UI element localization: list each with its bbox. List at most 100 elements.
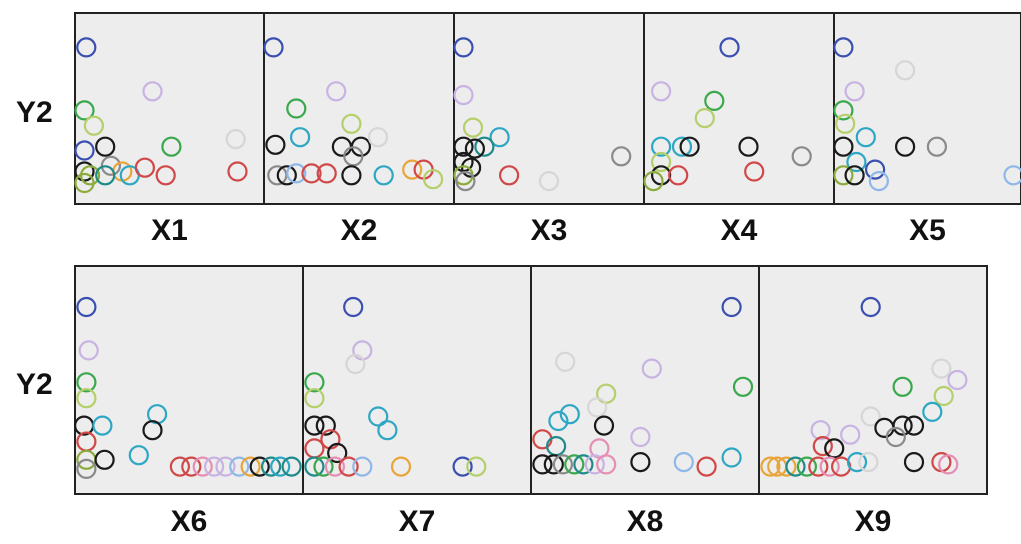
point-x1-15	[155, 165, 176, 186]
point-x6-12	[76, 458, 97, 479]
point-x7-7	[304, 415, 325, 436]
point-x8-7	[559, 404, 580, 425]
point-x8-6	[548, 410, 569, 432]
point-x7-3	[304, 372, 325, 393]
point-x9-10	[810, 420, 831, 441]
point-x2-15	[341, 165, 362, 186]
point-x9-6	[860, 406, 881, 427]
point-x2-12	[286, 163, 307, 184]
x-axis-label-x1: X1	[151, 214, 188, 247]
point-x3-11	[499, 165, 520, 186]
panel-x5	[833, 12, 1021, 205]
point-x5-7	[894, 136, 916, 157]
point-x5-3	[833, 100, 854, 121]
point-x7-17	[390, 456, 412, 477]
point-x8-2	[641, 358, 662, 379]
point-x7-15	[338, 456, 359, 477]
point-x4-11	[668, 165, 689, 186]
point-x5-1	[894, 60, 916, 81]
point-x7-18	[452, 456, 473, 477]
point-x2-9	[343, 146, 364, 167]
x-axis-label-x5: X5	[909, 214, 946, 247]
point-x8-18	[584, 454, 605, 475]
point-x4-2	[704, 90, 725, 112]
point-x7-13	[313, 456, 334, 477]
point-x8-4	[596, 383, 617, 404]
point-x3-5	[453, 136, 474, 157]
point-x3-1	[453, 84, 474, 106]
point-x6-13	[169, 456, 190, 477]
point-x1-17	[74, 172, 95, 194]
point-x5-6	[833, 136, 854, 157]
point-x1-7	[161, 136, 182, 157]
point-x2-17	[402, 159, 423, 180]
point-x9-11	[840, 424, 861, 445]
point-x6-5	[92, 415, 113, 436]
point-x1-1	[142, 81, 163, 102]
point-x2-3	[286, 98, 307, 119]
point-x9-3	[892, 376, 913, 397]
point-x1-6	[95, 136, 116, 157]
panel-x4	[643, 12, 835, 205]
panel-x6	[74, 265, 304, 495]
point-x1-10	[74, 161, 95, 182]
x-axis-label-x6: X6	[170, 505, 208, 538]
point-x2-11	[276, 165, 297, 186]
point-x6-14	[181, 456, 202, 477]
point-x6-23	[281, 456, 302, 477]
x-axis-label-x3: X3	[530, 214, 568, 247]
point-x1-12	[95, 165, 116, 186]
point-x6-2	[76, 372, 97, 393]
point-x8-21	[673, 452, 694, 473]
point-x1-2	[225, 129, 246, 150]
point-x6-15	[192, 456, 213, 477]
point-x6-9	[128, 445, 149, 466]
point-x5-4	[835, 113, 856, 134]
x-axis-label-x4: X4	[720, 214, 758, 247]
point-x2-1	[326, 81, 347, 102]
point-x9-19	[796, 456, 818, 477]
point-x7-2	[345, 353, 366, 375]
point-x9-2	[947, 369, 968, 391]
point-x5-8	[926, 136, 948, 157]
point-x7-5	[368, 406, 389, 427]
point-x8-17	[573, 454, 594, 475]
point-x5-14	[1003, 165, 1021, 186]
point-x1-3	[74, 100, 95, 121]
x-axis-label-x9: X9	[854, 505, 892, 538]
point-x9-17	[776, 456, 797, 477]
point-x8-8	[593, 415, 615, 436]
point-x2-0	[263, 37, 284, 58]
point-x1-16	[227, 161, 248, 182]
point-x6-18	[229, 456, 250, 477]
point-x9-0	[860, 296, 881, 318]
point-x4-8	[791, 146, 812, 167]
point-x6-0	[76, 296, 97, 318]
point-x6-19	[240, 456, 261, 477]
point-x4-12	[744, 161, 765, 182]
point-x4-13	[643, 171, 664, 192]
point-x2-4	[290, 127, 311, 148]
point-x2-19	[423, 169, 444, 190]
point-x6-20	[249, 456, 270, 477]
point-x6-17	[215, 456, 236, 477]
point-x8-20	[630, 452, 651, 473]
point-x7-19	[466, 456, 487, 477]
point-x5-13	[868, 171, 890, 192]
point-x9-25	[903, 452, 925, 473]
point-x5-10	[864, 159, 886, 180]
x-axis-label-x7: X7	[398, 505, 436, 538]
point-x4-9	[650, 151, 672, 173]
point-x9-12	[885, 426, 906, 448]
point-x7-16	[352, 456, 373, 477]
point-x4-0	[719, 37, 740, 58]
point-x3-2	[462, 117, 484, 138]
point-x3-8	[461, 157, 482, 178]
point-x9-24	[858, 452, 879, 473]
point-x3-12	[611, 146, 632, 167]
point-x9-4	[933, 385, 954, 407]
point-x4-3	[694, 107, 715, 129]
point-x8-19	[596, 454, 617, 475]
point-x9-14	[824, 438, 845, 459]
